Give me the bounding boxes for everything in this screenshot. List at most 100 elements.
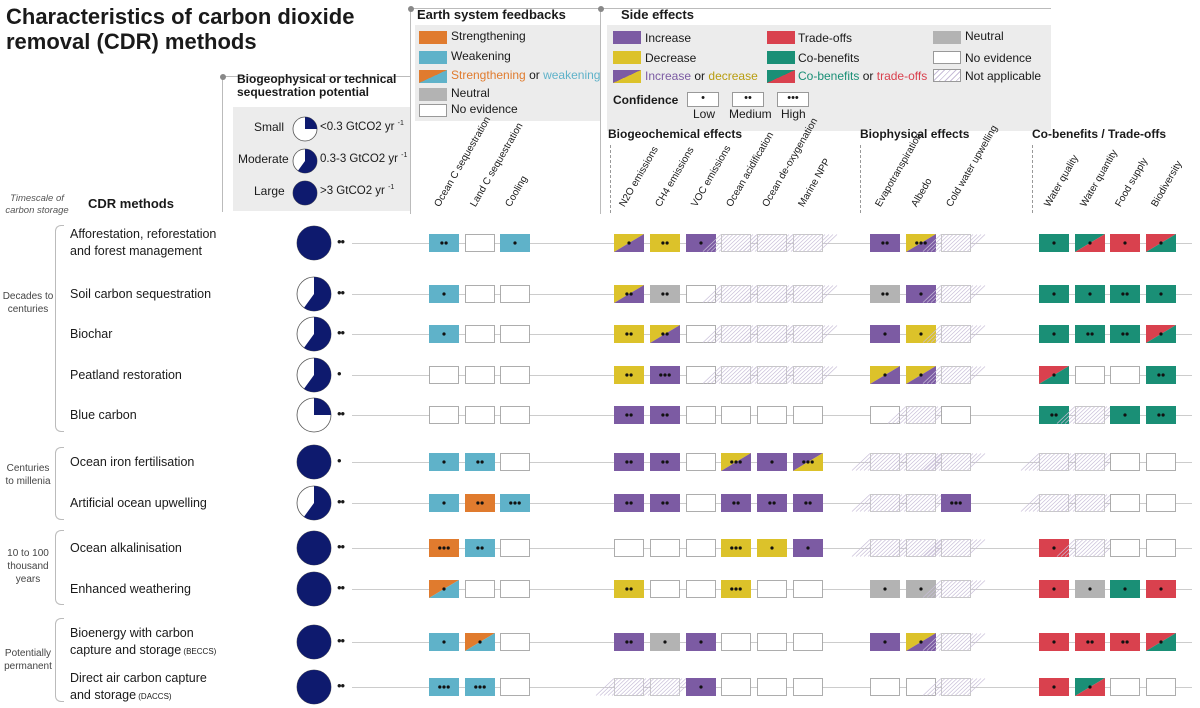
effect-cell xyxy=(429,285,459,303)
hatch-line xyxy=(758,366,778,384)
hatch-line xyxy=(863,494,883,512)
hatch-line xyxy=(746,285,766,303)
effect-cell xyxy=(465,325,495,343)
confidence-dot xyxy=(885,292,889,296)
hatch-line xyxy=(663,678,683,696)
confidence-dot xyxy=(730,546,734,550)
swatch-weakening xyxy=(419,51,447,64)
hatch-line xyxy=(907,406,927,424)
hatch-line xyxy=(714,234,734,252)
cell-confidence xyxy=(1159,587,1163,591)
effect-cell xyxy=(1146,539,1176,557)
cell-confidence xyxy=(770,460,774,464)
potential-slice xyxy=(297,226,331,260)
hatch-line xyxy=(962,633,982,651)
hatch-line xyxy=(1060,494,1080,512)
confidence-medium-box: •• xyxy=(732,92,764,107)
legend-not-applicable: Not applicable xyxy=(965,69,1042,83)
effect-cell xyxy=(721,453,751,471)
confidence-dot xyxy=(478,685,482,689)
confidence-high-box: ••• xyxy=(777,92,809,107)
hatch-line xyxy=(782,285,802,303)
effect-cell xyxy=(1056,453,1120,471)
hatch-line xyxy=(950,633,970,651)
confidence-dot xyxy=(665,332,669,336)
cell-confidence xyxy=(1159,332,1163,336)
confidence-dot xyxy=(661,292,665,296)
effect-cell xyxy=(465,678,495,696)
hatch-line xyxy=(631,678,651,696)
effect-cell xyxy=(614,325,644,343)
hatch-line xyxy=(883,453,903,471)
cell-confidence xyxy=(919,373,923,377)
legend-cobenefits: Co-benefits xyxy=(798,51,860,65)
effect-cell xyxy=(1075,580,1105,598)
swatch-cobenefits xyxy=(767,51,795,64)
cell-confidence xyxy=(730,587,742,591)
confidence-dot xyxy=(923,241,927,245)
effect-cell xyxy=(429,234,459,252)
effect-cell xyxy=(906,633,936,651)
hatch-line xyxy=(911,406,931,424)
cell-confidence xyxy=(1123,241,1127,245)
potential-label-moderate: Moderate xyxy=(238,152,289,166)
range-text: <0.3 GtCO2 yr xyxy=(320,120,398,133)
cell-no-evidence xyxy=(465,234,495,252)
hatch-line xyxy=(742,325,762,343)
hatch-line xyxy=(938,285,958,303)
hatch-line xyxy=(942,453,962,471)
confidence-dot xyxy=(625,373,629,377)
cell-no-evidence xyxy=(1110,494,1140,512)
confidence-dot xyxy=(625,587,629,591)
effect-cell xyxy=(1146,406,1176,424)
effect-cell xyxy=(1110,366,1140,384)
hatch-line xyxy=(911,494,931,512)
hatch-line xyxy=(738,325,758,343)
hatch-line xyxy=(1048,453,1068,471)
effect-cell xyxy=(1056,539,1120,557)
hatch-line xyxy=(718,366,738,384)
cell-confidence xyxy=(881,241,889,245)
hatch-line xyxy=(754,234,774,252)
hatch-line xyxy=(786,234,806,252)
effect-cell xyxy=(650,366,680,384)
effect-cell xyxy=(465,234,495,252)
hatch-line xyxy=(958,633,978,651)
swatch-tradeoffs xyxy=(767,31,795,44)
cell-no-evidence xyxy=(793,678,823,696)
hatch-line xyxy=(883,494,903,512)
confidence-dot xyxy=(480,546,484,550)
hatch-line xyxy=(934,633,954,651)
confidence-dot xyxy=(738,460,742,464)
hatch-line xyxy=(770,325,790,343)
effect-cell xyxy=(1039,234,1069,252)
hatch-line xyxy=(730,285,750,303)
confidence-dot xyxy=(919,640,923,644)
cell-confidence xyxy=(699,640,703,644)
confidence-dot xyxy=(699,685,703,689)
cell-fill xyxy=(1110,285,1140,303)
effect-cell xyxy=(429,539,459,557)
hatch-line xyxy=(958,678,978,696)
section-biogeochemical: Biogeochemical effects xyxy=(608,127,743,141)
hatch-line xyxy=(750,285,770,303)
confidence-dot xyxy=(770,460,774,464)
hatch-line xyxy=(1076,494,1096,512)
effect-cell xyxy=(1075,285,1105,303)
hatch-line xyxy=(875,453,895,471)
confidence-dot xyxy=(734,460,738,464)
confidence-dot xyxy=(738,546,742,550)
effect-cell xyxy=(757,633,787,651)
cell-confidence xyxy=(661,501,669,505)
effect-cell xyxy=(1110,406,1140,424)
effect-cell xyxy=(1075,678,1105,696)
confidence-dot xyxy=(772,501,776,505)
hatch-line xyxy=(922,234,942,252)
hatch-line xyxy=(930,285,950,303)
potential-confidence: •• xyxy=(337,406,345,421)
swatch-se-neutral xyxy=(933,31,961,44)
confidence-dot xyxy=(1052,546,1056,550)
effect-cell xyxy=(887,494,951,512)
hatch-line xyxy=(922,285,942,303)
confidence-dot xyxy=(442,546,446,550)
